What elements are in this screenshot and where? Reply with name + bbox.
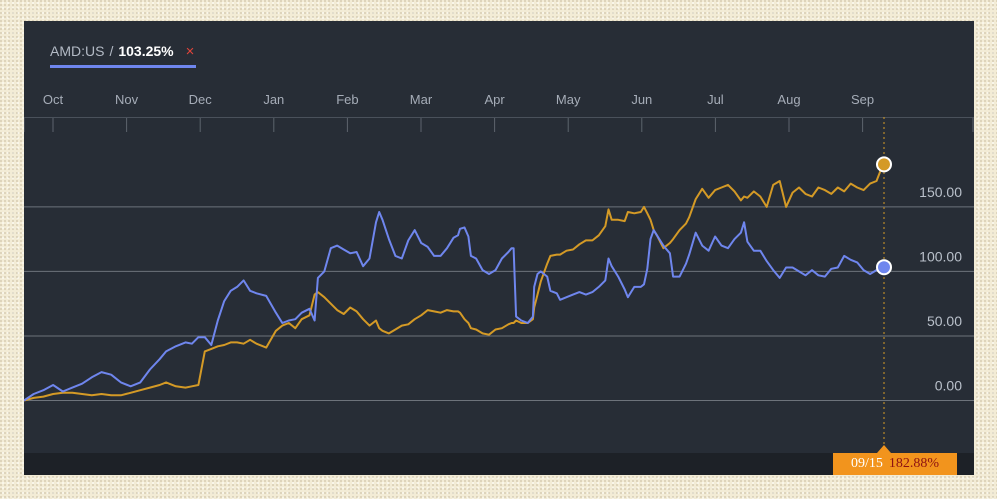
x-tick-label: Apr [484, 92, 505, 107]
chart-panel: Oct Nov Dec Jan Feb Mar Apr May Jun Jul Aug Sep 150.… [24, 21, 974, 475]
x-tick-label: Feb [336, 92, 358, 107]
x-tick-label: Sep [851, 92, 874, 107]
y-tick-label: 0.00 [935, 378, 962, 394]
timeline-footer [24, 453, 974, 475]
series-line [24, 211, 884, 402]
legend-value: 103.25% [118, 43, 174, 59]
close-icon[interactable]: × [185, 43, 195, 60]
y-tick-label: 100.00 [919, 248, 962, 264]
tooltip-badge: 09/15 182.88% [833, 453, 957, 475]
legend: AMD:US/103.25% × [50, 43, 197, 68]
x-tick-label: Jan [263, 92, 284, 107]
tooltip-arrow-icon [877, 445, 891, 453]
x-tick-label: Aug [777, 92, 800, 107]
series-line [24, 164, 884, 402]
series-end-marker [876, 259, 892, 276]
x-tick-label: Oct [43, 92, 64, 107]
x-tick-label: Jul [707, 92, 724, 107]
x-tick-label: Nov [115, 92, 139, 107]
tooltip-value: 182.88% [888, 456, 940, 471]
series-end-marker [876, 156, 892, 173]
y-tick-label: 150.00 [919, 184, 962, 200]
y-tick-label: 50.00 [927, 313, 962, 329]
x-tick-label: Dec [189, 92, 213, 107]
x-tick-label: Jun [631, 92, 652, 107]
tooltip-date: 09/15 [850, 456, 883, 471]
legend-ticker: AMD:US [50, 43, 105, 59]
line-chart[interactable]: Oct Nov Dec Jan Feb Mar Apr May Jun Jul Aug Sep 150.… [24, 21, 974, 475]
x-tick-label: Mar [410, 92, 433, 107]
x-tick-label: May [556, 92, 581, 107]
legend-separator: / [109, 43, 114, 59]
